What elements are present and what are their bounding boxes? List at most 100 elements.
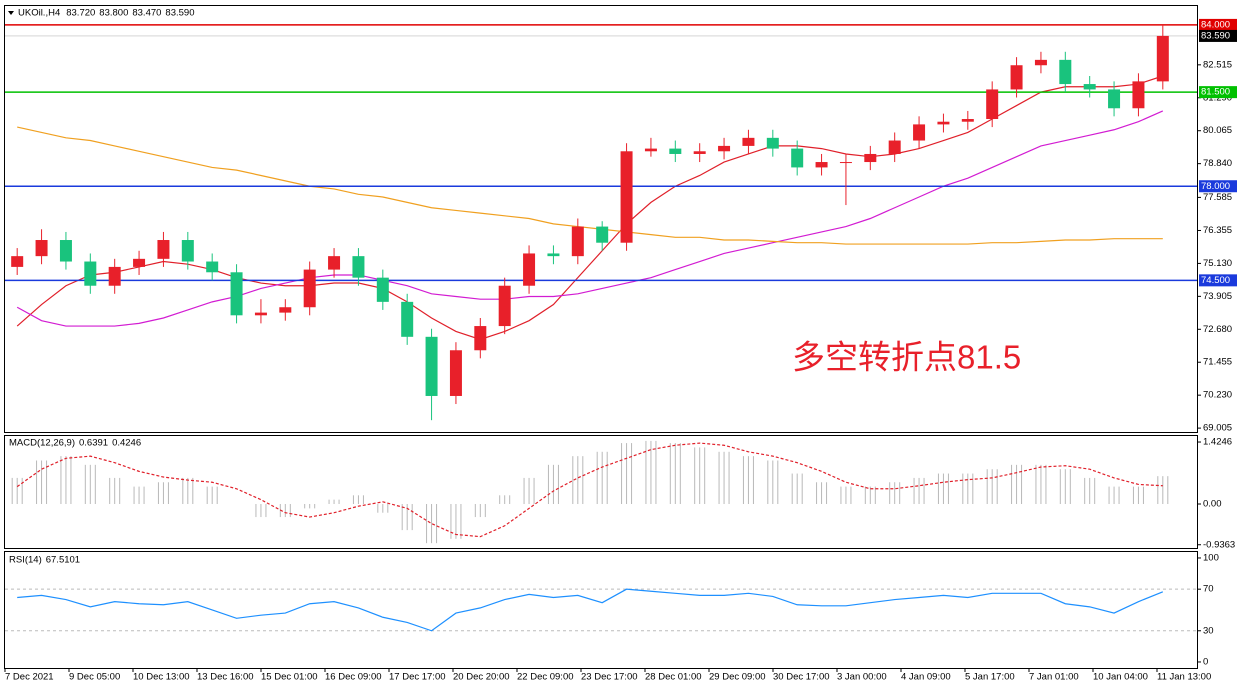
candle-body <box>718 145 731 152</box>
candle-body <box>961 119 974 122</box>
level-label-box <box>1199 18 1237 31</box>
level-label-box <box>1199 180 1237 193</box>
candle-body <box>937 121 950 125</box>
candle-body <box>328 256 341 270</box>
candle-body <box>206 261 219 273</box>
y-tick-label: 72.680 <box>1203 324 1232 335</box>
x-tick-label: 10 Jan 04:00 <box>1093 672 1148 683</box>
level-label: 78.000 <box>1201 181 1230 192</box>
x-tick-label: 23 Dec 17:00 <box>581 672 638 683</box>
ohlc-value: 83.800 <box>99 8 128 19</box>
last-price-box <box>1199 29 1237 42</box>
candle-body <box>133 258 146 267</box>
candle-body <box>791 148 804 168</box>
candle-body <box>815 162 828 168</box>
candle-body <box>547 253 560 257</box>
indicator-line <box>16 110 1164 327</box>
x-tick-label: 7 Jan 01:00 <box>1029 672 1079 683</box>
level-label: 81.500 <box>1201 87 1230 98</box>
y-tick-label: 70.230 <box>1203 390 1232 401</box>
candle-body <box>1059 59 1072 85</box>
x-tick-label: 30 Dec 17:00 <box>773 672 830 683</box>
candle-body <box>449 350 462 396</box>
level-label: 74.500 <box>1201 275 1230 286</box>
level-label: 84.000 <box>1201 19 1230 30</box>
x-tick-label: 22 Dec 09:00 <box>517 672 574 683</box>
indicator-reading: 0.4246 <box>112 438 141 449</box>
indicator-line <box>16 442 1163 538</box>
candle-body <box>1010 65 1023 90</box>
candle-body <box>401 301 414 337</box>
candle-body <box>35 240 48 257</box>
y-tick-label: 80.065 <box>1203 125 1232 136</box>
collapse-icon[interactable] <box>8 11 14 15</box>
candle-body <box>888 140 901 154</box>
indicator-line <box>17 126 1163 245</box>
x-tick-label: 10 Dec 13:00 <box>133 672 190 683</box>
candle-body <box>1156 35 1169 82</box>
indicator-title: RSI(14) <box>9 555 42 566</box>
y-tick-label: 77.585 <box>1203 192 1232 203</box>
y-tick-label: 76.355 <box>1203 225 1232 236</box>
y-tick-label: 69.005 <box>1203 423 1232 434</box>
candle-body <box>498 285 511 327</box>
candle-body <box>620 151 633 243</box>
x-tick-label: 9 Dec 05:00 <box>69 672 120 683</box>
ohlc-value: 83.720 <box>66 8 95 19</box>
candle-body <box>1083 84 1096 90</box>
candle-body <box>523 253 536 286</box>
y-tick-label: 0 <box>1203 656 1208 667</box>
x-tick-label: 17 Dec 17:00 <box>389 672 446 683</box>
candle-body <box>1132 81 1145 109</box>
annotation: 多空转折点81.5 <box>792 339 1021 376</box>
candle-body <box>864 153 877 163</box>
candle-body <box>11 256 24 267</box>
level-label-box <box>1199 274 1237 287</box>
candle-body <box>303 269 316 308</box>
candle-body <box>1034 59 1047 66</box>
ohlc-value: 83.470 <box>132 8 161 19</box>
ohlc-value: 83.590 <box>165 8 194 19</box>
y-tick-label: 78.840 <box>1203 158 1232 169</box>
rsi-panel <box>4 551 1198 669</box>
candle-body <box>986 89 999 120</box>
candle-body <box>279 307 292 313</box>
candle-body <box>1108 89 1121 109</box>
indicator-title: MACD(12,26,9) <box>9 438 75 449</box>
y-tick-label: 71.455 <box>1203 357 1232 368</box>
y-tick-label: 0.00 <box>1203 499 1222 510</box>
x-tick-label: 7 Dec 2021 <box>5 672 54 683</box>
x-tick-label: 20 Dec 20:00 <box>453 672 510 683</box>
candle-body <box>474 326 487 351</box>
candle-body <box>693 151 706 154</box>
indicator-reading: 0.6391 <box>79 438 108 449</box>
candle-body <box>181 240 194 262</box>
x-tick-label: 13 Dec 16:00 <box>197 672 254 683</box>
y-tick-label: 30 <box>1203 625 1214 636</box>
macd-panel <box>4 435 1198 549</box>
candle-body <box>254 312 267 316</box>
x-tick-label: 5 Jan 17:00 <box>965 672 1015 683</box>
candle-body <box>571 226 584 257</box>
y-tick-label: 100 <box>1203 552 1219 563</box>
price-panel <box>4 5 1198 433</box>
x-tick-label: 29 Dec 09:00 <box>709 672 766 683</box>
candle-body <box>913 124 926 141</box>
candle-body <box>839 162 852 164</box>
y-tick-label: 82.515 <box>1203 59 1232 70</box>
last-price-label: 83.590 <box>1201 30 1230 41</box>
indicator-reading: 67.5101 <box>46 555 80 566</box>
y-tick-label: 73.905 <box>1203 291 1232 302</box>
candle-body <box>230 272 243 316</box>
x-tick-label: 3 Jan 00:00 <box>837 672 887 683</box>
indicator-line <box>17 588 1164 632</box>
y-tick-label: -0.9363 <box>1203 539 1235 550</box>
candle-body <box>352 256 365 278</box>
x-tick-label: 11 Jan 13:00 <box>1157 672 1211 683</box>
candle-body <box>425 336 438 396</box>
y-tick-label: 70 <box>1203 584 1214 595</box>
candle-body <box>766 137 779 149</box>
candle-body <box>84 261 97 286</box>
candle-body <box>376 277 389 302</box>
